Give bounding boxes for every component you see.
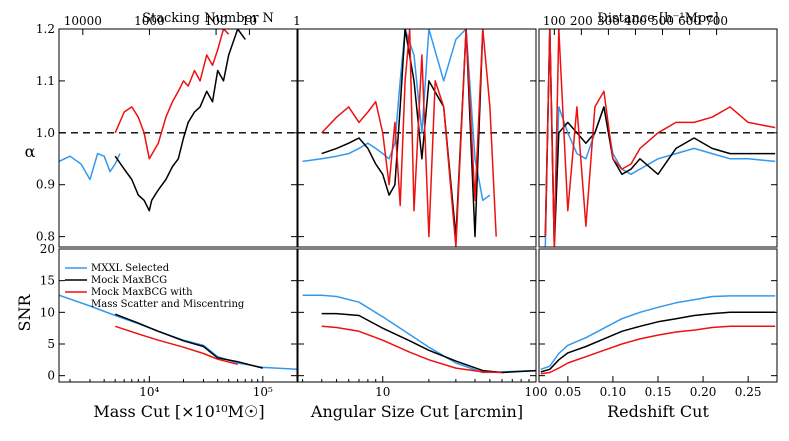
y-tick-label-snr: 0 — [47, 369, 55, 383]
series-line — [544, 29, 776, 247]
y-tick-label-snr: 10 — [40, 305, 55, 319]
x-tick-label: 10 — [375, 385, 390, 399]
x-tick-label: 0.20 — [690, 385, 717, 399]
series-line — [321, 29, 497, 247]
legend-label: Mass Scatter and Miscentring — [91, 299, 245, 310]
top-x-tick-label: 300 — [597, 14, 620, 28]
panel-series-group — [59, 29, 297, 212]
panel-frame — [58, 248, 298, 383]
series-line — [114, 29, 230, 160]
top-axis-title-distance: Distance [h⁻¹Mpc] — [597, 11, 718, 26]
y-tick-label-alpha: 1.0 — [36, 126, 55, 140]
series-line — [540, 295, 776, 371]
y-tick-label-alpha: 1.2 — [36, 22, 55, 36]
panel-series-group — [298, 29, 536, 247]
x-tick-label: 0.05 — [554, 385, 581, 399]
y-axis-title-alpha: α — [25, 142, 36, 161]
x-tick-label: 10⁵ — [253, 385, 273, 399]
series-line — [114, 325, 238, 366]
x-tick-label: 10⁴ — [139, 385, 159, 399]
top-x-tick-label: 500 — [651, 14, 674, 28]
top-axis-title-stacking: Stacking Number N — [142, 11, 274, 26]
y-tick-label-alpha: 0.9 — [36, 178, 55, 192]
series-line — [302, 29, 491, 202]
series-line — [321, 312, 536, 374]
top-x-tick-label: 400 — [624, 14, 647, 28]
top-x-tick-label: 200 — [570, 14, 593, 28]
series-line — [321, 325, 503, 374]
legend-label: Mock MaxBCG — [91, 275, 167, 286]
panel-frame — [538, 248, 778, 383]
top-x-tick-label: 1000 — [134, 14, 165, 28]
top-x-tick-label: 10000 — [64, 14, 102, 28]
y-tick-label-alpha: 0.8 — [36, 230, 55, 244]
top-x-tick-label: 100 — [205, 14, 228, 28]
x-tick-label: 0.15 — [645, 385, 672, 399]
y-axis-title-snr: SNR — [15, 294, 34, 332]
y-tick-label-alpha: 1.1 — [36, 74, 55, 88]
panel-series-group — [539, 29, 777, 247]
series-line — [544, 29, 776, 247]
series-line — [540, 311, 776, 373]
y-tick-label-snr: 20 — [40, 242, 55, 256]
panel-frame — [58, 28, 298, 248]
series-line — [540, 325, 776, 375]
panel-series-group — [59, 294, 297, 371]
x-axis-title-redshift: Redshift Cut — [607, 402, 709, 421]
top-x-tick-label: 700 — [705, 14, 728, 28]
data-layer — [59, 29, 777, 375]
legend-label: Mock MaxBCG with — [91, 287, 193, 298]
series-line — [59, 152, 121, 181]
top-x-tick-label: 10 — [242, 14, 257, 28]
panel-series-group — [302, 294, 536, 374]
panel-frame — [297, 248, 537, 383]
panel-frame — [538, 28, 778, 248]
series-line — [544, 29, 776, 247]
y-tick-label-snr: 5 — [47, 337, 55, 351]
panel-frame — [297, 28, 537, 248]
series-line — [114, 313, 263, 369]
top-x-tick-label: 600 — [678, 14, 701, 28]
x-axis-title-angular: Angular Size Cut [arcmin] — [310, 402, 523, 421]
x-tick-label: 100 — [525, 385, 548, 399]
series-line — [302, 294, 536, 374]
x-axis-title-mass: Mass Cut [×10¹⁰M☉] — [93, 402, 264, 421]
legend-label: MXXL Selected — [91, 263, 170, 274]
top-x-tick-label: 100 — [543, 14, 566, 28]
top-x-tick-label: 1 — [293, 14, 301, 28]
series-line — [114, 29, 246, 212]
x-tick-label: 0.10 — [600, 385, 627, 399]
x-tick-label: 0.25 — [735, 385, 762, 399]
y-tick-label-snr: 15 — [40, 274, 55, 288]
panel-series-group — [540, 295, 776, 375]
axes-layer: 0.8 0.9 1.0 1.1 1.2 0 5 10 15 20 10⁴ 10⁵ 10 100 0.05 0.… — [36, 14, 778, 399]
text-layer: Stacking Number N Distance [h⁻¹Mpc] α SN… — [15, 11, 719, 421]
